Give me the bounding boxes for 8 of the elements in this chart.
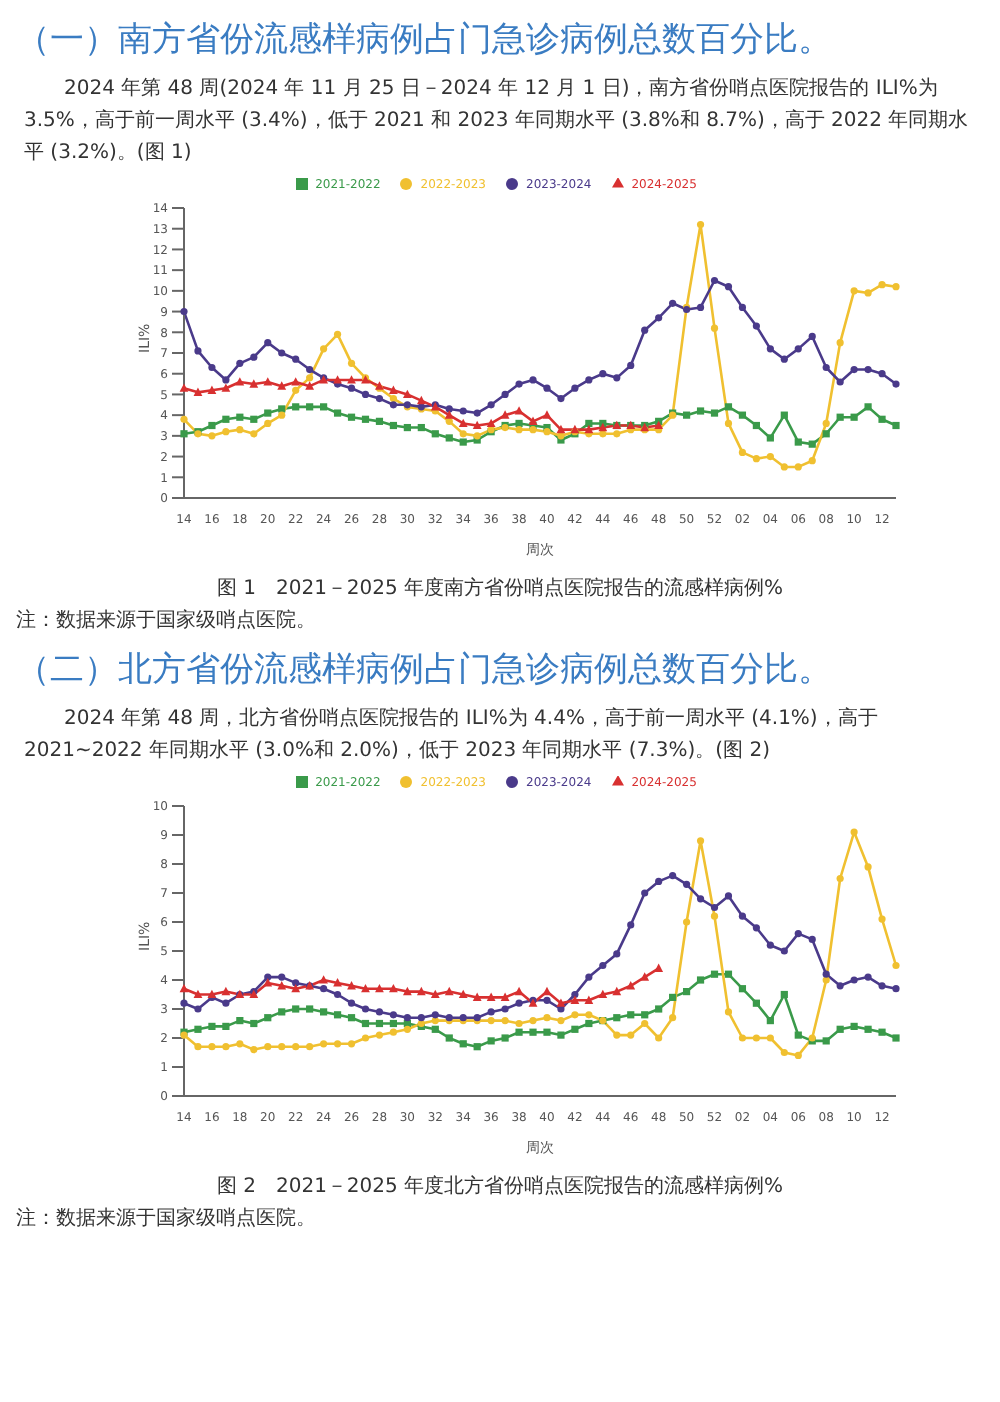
chart-title: （二）北方省份流感样病例占门急诊病例总数百分比。 [16,648,834,692]
chart-title: （一）南方省份流感样病例占门急诊病例总数百分比。 [16,18,834,62]
text: 注：数据来源于国家级哨点医院。 [16,1205,318,1232]
chart-subtitle: 2024 年第 48 周(2024 年 11 月 25 日－2024 年 12 月 1 日)，南方省份哨点医院报告的 ILI%为 3.5%，高于前一周水平 (3.4%)，低于 2021 和 2023 年同期水平 (3.8%和 8.7%)，高于 2022 年同期水平 (3.2%)。(图 1) [22,75,971,168]
text: 注：数据来源于国家级哨点医院。 [16,607,318,634]
chart-subtitle: 2024 年第 48 周，北方省份哨点医院报告的 ILI%为 4.4%，高于前一周水平 (4.1%)，高于 2021~2022 年同期水平 (3.0%和 2.0%)，低于 2023 年同期水平 (7.3%)。(图 2) [22,705,880,766]
caption: 图 1 2021－2025 年度南方省份哨点医院报告的流感样病例% [214,575,786,602]
caption: 图 2 2021－2025 年度北方省份哨点医院报告的流感样病例% [214,1173,786,1200]
